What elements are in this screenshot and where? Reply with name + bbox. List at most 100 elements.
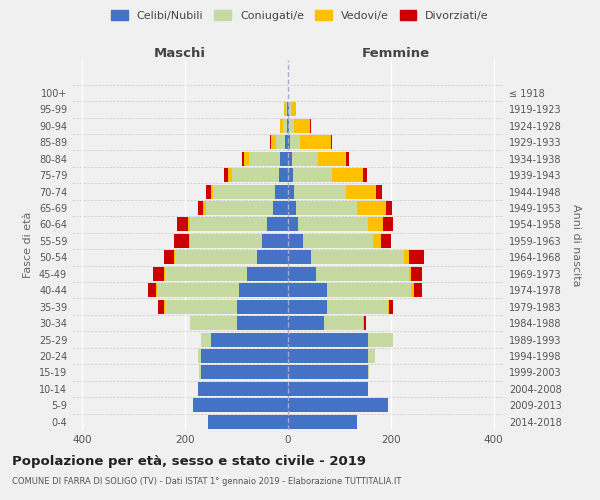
Bar: [290, 135, 301, 149]
Bar: [288, 415, 358, 429]
Bar: [200, 332, 211, 346]
Bar: [412, 267, 422, 281]
Bar: [331, 135, 332, 149]
Bar: [198, 382, 288, 396]
Bar: [373, 234, 380, 248]
Text: Maschi: Maschi: [154, 47, 206, 60]
Bar: [346, 152, 349, 166]
Bar: [200, 349, 288, 363]
Bar: [301, 135, 331, 149]
Bar: [275, 184, 288, 198]
Bar: [250, 152, 280, 166]
Bar: [198, 349, 200, 363]
Bar: [383, 218, 394, 232]
Bar: [388, 300, 389, 314]
Bar: [232, 168, 279, 182]
Bar: [288, 152, 292, 166]
Bar: [288, 168, 293, 182]
Bar: [294, 119, 310, 133]
Bar: [157, 283, 239, 297]
Bar: [288, 349, 368, 363]
Bar: [304, 234, 373, 248]
Bar: [288, 398, 388, 412]
Bar: [288, 332, 368, 346]
Text: Popolazione per età, sesso e stato civile - 2019: Popolazione per età, sesso e stato civil…: [12, 455, 366, 468]
Bar: [386, 201, 392, 215]
Bar: [268, 218, 288, 232]
Bar: [404, 250, 409, 264]
Bar: [190, 316, 236, 330]
Bar: [362, 168, 367, 182]
Bar: [287, 119, 288, 133]
Bar: [389, 300, 394, 314]
Bar: [316, 267, 409, 281]
Bar: [276, 135, 286, 149]
Bar: [153, 267, 164, 281]
Bar: [288, 201, 296, 215]
Bar: [368, 349, 376, 363]
Bar: [247, 267, 288, 281]
Bar: [206, 184, 211, 198]
Bar: [174, 250, 175, 264]
Bar: [178, 218, 188, 232]
Bar: [280, 119, 283, 133]
Bar: [346, 184, 376, 198]
Bar: [412, 283, 414, 297]
Y-axis label: Fasce di età: Fasce di età: [23, 212, 33, 278]
Bar: [326, 300, 388, 314]
Bar: [211, 332, 288, 346]
Bar: [414, 283, 422, 297]
Bar: [291, 102, 296, 117]
Bar: [288, 382, 368, 396]
Bar: [288, 300, 326, 314]
Bar: [288, 135, 290, 149]
Bar: [294, 184, 346, 198]
Bar: [293, 168, 332, 182]
Bar: [380, 234, 391, 248]
Bar: [193, 398, 288, 412]
Bar: [286, 135, 288, 149]
Bar: [280, 152, 288, 166]
Bar: [332, 168, 362, 182]
Bar: [214, 184, 275, 198]
Bar: [288, 250, 311, 264]
Bar: [288, 316, 324, 330]
Bar: [190, 234, 262, 248]
Bar: [239, 283, 288, 297]
Bar: [164, 300, 236, 314]
Bar: [200, 366, 288, 380]
Y-axis label: Anni di nascita: Anni di nascita: [571, 204, 581, 286]
Bar: [164, 267, 247, 281]
Bar: [298, 218, 368, 232]
Bar: [286, 102, 287, 117]
Bar: [271, 135, 276, 149]
Bar: [203, 201, 206, 215]
Bar: [409, 267, 412, 281]
Bar: [236, 300, 288, 314]
Bar: [211, 184, 214, 198]
Bar: [199, 366, 200, 380]
Bar: [311, 250, 404, 264]
Bar: [224, 168, 229, 182]
Bar: [236, 316, 288, 330]
Bar: [288, 283, 326, 297]
Bar: [148, 283, 156, 297]
Bar: [318, 152, 346, 166]
Bar: [174, 234, 189, 248]
Bar: [310, 119, 311, 133]
Bar: [364, 316, 366, 330]
Bar: [288, 218, 298, 232]
Bar: [208, 415, 288, 429]
Bar: [190, 218, 268, 232]
Bar: [242, 152, 244, 166]
Bar: [189, 234, 190, 248]
Bar: [409, 250, 424, 264]
Bar: [288, 119, 289, 133]
Bar: [244, 152, 250, 166]
Bar: [270, 135, 271, 149]
Bar: [376, 184, 382, 198]
Bar: [206, 201, 272, 215]
Bar: [288, 234, 304, 248]
Bar: [272, 201, 288, 215]
Bar: [368, 332, 394, 346]
